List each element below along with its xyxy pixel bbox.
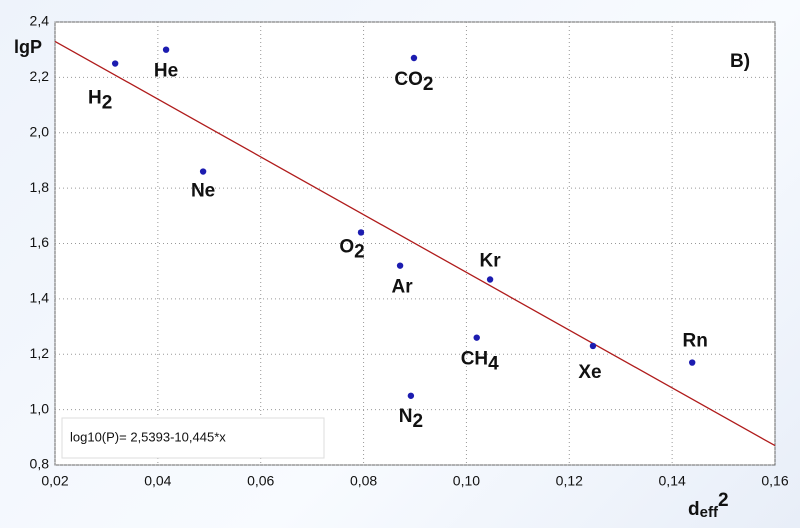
annotation-box [61, 417, 325, 459]
point-label: H2 [88, 88, 112, 114]
point-label-sub: 2 [102, 93, 113, 114]
point-label: Ar [392, 277, 414, 298]
grid [54, 21, 776, 466]
point [589, 342, 597, 350]
y-tick-label: 1,0 [30, 400, 50, 416]
point [486, 276, 494, 283]
point [357, 229, 365, 236]
x-tick-label: 0,06 [247, 473, 274, 489]
x-tick-label: 0,04 [144, 473, 171, 489]
x-tick-label: 0,10 [453, 473, 480, 489]
point [396, 262, 404, 269]
y-tick-label: 2,0 [30, 123, 50, 139]
point [689, 359, 696, 366]
point-label-main: H [88, 88, 102, 109]
point-label: CO2 [394, 69, 433, 95]
point-label-sub: 2 [354, 241, 365, 262]
y-tick-label: 0,8 [30, 456, 50, 472]
point-label-sub: 4 [488, 354, 499, 375]
annotation: log10(P)= 2,5393-10,445*x [70, 429, 226, 444]
y-tick-label: 1,8 [30, 179, 50, 195]
point [162, 46, 170, 53]
fit-line [54, 40, 776, 447]
y-tick-label: 1,2 [30, 345, 50, 361]
point-label-sub: 2 [412, 411, 423, 432]
y-tick-label: 2,2 [30, 68, 50, 84]
x-tick-label: 0,02 [41, 473, 68, 489]
x-label-sup: 2 [718, 490, 729, 511]
point-label-main: O [339, 236, 354, 257]
point-label-main: Kr [480, 251, 502, 272]
point [111, 60, 119, 67]
point-label-sub: 2 [423, 74, 434, 95]
point [473, 334, 480, 341]
point-label: Kr [480, 251, 502, 272]
point-label: N2 [399, 406, 423, 432]
point [407, 392, 415, 399]
y-tick-label: 1,6 [30, 234, 50, 250]
point-label-main: He [154, 61, 178, 82]
x-label-sub: eff [700, 504, 719, 521]
point-label-main: Rn [683, 331, 708, 352]
point-label-main: Xe [578, 362, 601, 383]
y-axis-label: lgP [14, 37, 42, 57]
panel-label: В) [730, 51, 750, 72]
x-tick-label: 0,16 [761, 473, 788, 489]
point-label: CH4 [461, 349, 499, 375]
y-tick-label: 2,4 [30, 13, 50, 29]
x-label-main: d [688, 499, 700, 520]
point-label-main: N [399, 406, 413, 427]
x-tick-label: 0,08 [350, 473, 377, 489]
x-axis-label: deff2 [688, 490, 729, 521]
point-label: Xe [578, 362, 601, 383]
y-tick-label: 1,4 [30, 290, 50, 306]
point-label: O2 [339, 236, 364, 262]
x-tick-label: 0,12 [556, 473, 583, 489]
point-label: Rn [683, 331, 708, 352]
x-tick-label: 0,14 [659, 473, 686, 489]
point-label-main: Ne [191, 181, 215, 202]
point [199, 168, 207, 175]
point-label: Ne [191, 181, 215, 202]
point-label: He [154, 61, 178, 82]
point-label-main: CO [394, 69, 423, 90]
point-label-main: Ar [392, 277, 414, 298]
point-label-main: CH [461, 349, 488, 370]
point [410, 54, 418, 62]
